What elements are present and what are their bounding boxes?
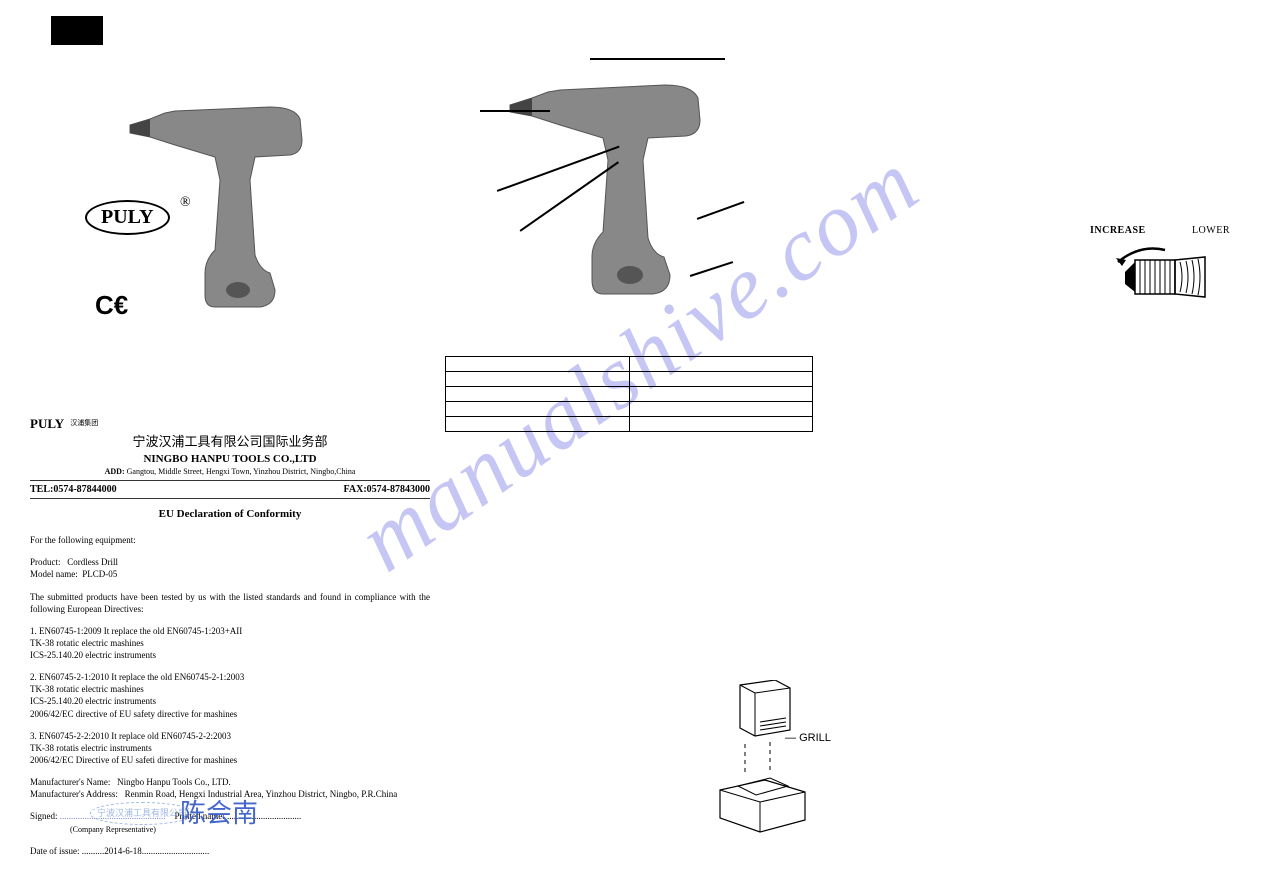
fax-value: 0574-87843000 — [367, 484, 430, 495]
spec-cell — [629, 417, 813, 432]
table-row — [446, 372, 813, 387]
decl-date: Date of issue: ..........2014-6-18......… — [30, 845, 430, 857]
increase-label: INCREASE — [1090, 225, 1146, 236]
leader-line — [480, 110, 550, 112]
company-rep: (Company Representative) — [70, 825, 156, 834]
decl-std3: 3. EN60745-2-2:2010 It replace old EN607… — [30, 730, 430, 766]
signed-label: Signed: — [30, 811, 58, 821]
table-row — [446, 402, 813, 417]
decl-std2: 2. EN60745-2-1:2010 It replace the old E… — [30, 671, 430, 720]
spec-cell — [629, 387, 813, 402]
lower-label: LOWER — [1192, 225, 1230, 236]
decl-title: EU Declaration of Conformity — [30, 507, 430, 522]
addr-value: Gangtou, Middle Street, Hengxi Town, Yin… — [127, 467, 356, 476]
spec-cell — [629, 372, 813, 387]
model-value: PLCD-05 — [82, 569, 117, 579]
table-row — [446, 387, 813, 402]
decl-address: ADD: Gangtou, Middle Street, Hengxi Town… — [30, 467, 430, 478]
tel-value: 0574-87844000 — [53, 484, 116, 495]
spec-table-body — [446, 357, 813, 432]
company-stamp: 宁波汉浦工具有限公司 — [90, 802, 194, 824]
decl-brand: PULY — [30, 415, 64, 433]
brand-logo: PULY ® — [85, 200, 170, 235]
model-label: Model name: — [30, 569, 78, 579]
date-value: ..........2014-6-18.....................… — [82, 846, 210, 856]
grill-label: — GRILL — [785, 732, 831, 744]
drill-image-labeled — [500, 60, 720, 300]
tel-label: TEL: — [30, 484, 53, 495]
decl-telfax: TEL:0574-87844000 FAX:0574-87843000 — [30, 480, 430, 500]
decl-tested: The submitted products have been tested … — [30, 591, 430, 615]
decl-std1: 1. EN60745-1:2009 It replace the old EN6… — [30, 625, 430, 661]
decl-for-equipment: For the following equipment: — [30, 534, 430, 546]
table-row — [446, 357, 813, 372]
brand-text: PULY — [85, 200, 170, 235]
table-row — [446, 417, 813, 432]
decl-product-block: Product: Cordless Drill Model name: PLCD… — [30, 556, 430, 580]
spec-cell — [446, 387, 630, 402]
product-value: Cordless Drill — [67, 557, 118, 567]
spec-cell — [446, 417, 630, 432]
spec-cell — [446, 357, 630, 372]
product-label: Product: — [30, 557, 61, 567]
declaration-of-conformity: PULY 汉浦集团 宁波汉浦工具有限公司国际业务部 NINGBO HANPU T… — [30, 415, 430, 868]
mfr-name: Ningbo Hanpu Tools Co., LTD. — [117, 777, 231, 787]
decl-header-en: NINGBO HANPU TOOLS CO.,LTD — [30, 452, 430, 467]
registered-mark: ® — [180, 195, 191, 211]
decl-signed: Signed: ................................… — [30, 810, 430, 835]
chuck-icon — [1110, 242, 1210, 302]
decl-brand-sub: 汉浦集团 — [70, 419, 98, 428]
decl-header-cn: 宁波汉浦工具有限公司国际业务部 — [30, 433, 430, 451]
mfr-name-label: Manufacturer's Name: — [30, 777, 110, 787]
spec-table — [445, 356, 813, 432]
spec-cell — [446, 372, 630, 387]
spec-cell — [629, 402, 813, 417]
mfr-addr: Renmin Road, Hengxi Industrial Area, Yin… — [125, 789, 398, 799]
leader-line — [590, 58, 725, 60]
torque-diagram: INCREASE LOWER — [1090, 225, 1230, 307]
page-marker — [51, 16, 103, 45]
fax-label: FAX: — [344, 484, 367, 495]
spec-cell — [446, 402, 630, 417]
grill-text: GRILL — [799, 732, 831, 744]
mfr-addr-label: Manufacturer's Address: — [30, 789, 118, 799]
ce-mark: C€ — [95, 290, 128, 321]
charger-diagram — [710, 680, 820, 840]
date-label: Date of issue: — [30, 846, 80, 856]
spec-cell — [629, 357, 813, 372]
addr-label: ADD: — [105, 467, 125, 476]
